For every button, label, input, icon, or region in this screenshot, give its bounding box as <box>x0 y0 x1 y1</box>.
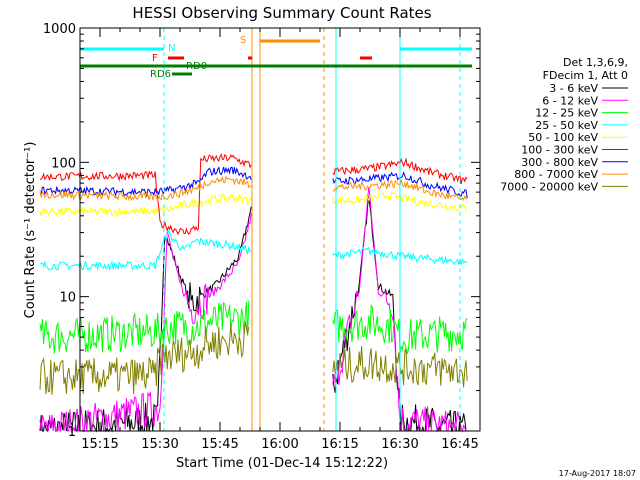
series-3-pre-line <box>39 229 252 271</box>
x-tick-label: 15:15 <box>81 437 118 452</box>
rd6-label: RD6 <box>150 69 171 80</box>
legend-label-8: 7000 - 20000 keV <box>500 180 598 193</box>
y-tick-label: 1000 <box>43 22 76 37</box>
legend-label-2: 12 - 25 keV <box>535 107 598 120</box>
x-tick-label: 16:15 <box>321 437 358 452</box>
flare-label: F <box>152 53 158 64</box>
series-8-pre-line <box>39 321 250 395</box>
y-tick-label: 10 <box>59 291 76 306</box>
legend-label-4: 50 - 100 keV <box>528 131 598 144</box>
chart-title: HESSI Observing Summary Count Rates <box>132 4 431 22</box>
legend-label-6: 300 - 800 keV <box>521 156 598 169</box>
timestamp-label: 17-Aug-2017 18:07 <box>559 469 636 478</box>
y-tick-label: 1 <box>68 425 76 440</box>
series-6-pre-line <box>39 166 252 198</box>
series-2-pre-line <box>39 300 250 354</box>
legend-header-line: Det 1,3,6,9, <box>563 56 628 69</box>
series-7-pre-line <box>39 175 252 202</box>
plot-area: NF RD0 RD6 S <box>39 28 472 433</box>
x-tick-label: 16:30 <box>381 437 418 452</box>
series-5-pre-line <box>39 153 252 236</box>
legend-header-line: FDecim 1, Att 0 <box>543 69 628 82</box>
plot-frame <box>79 27 481 432</box>
series-0-pre-line <box>39 206 252 433</box>
x-tick-label: 16:00 <box>261 437 298 452</box>
legend-label-7: 800 - 7000 keV <box>514 168 598 181</box>
x-tick-label: 15:45 <box>201 437 238 452</box>
x-axis-label: Start Time (01-Dec-14 15:12:22) <box>176 456 388 471</box>
y-tick-label: 100 <box>51 156 76 171</box>
rd0-label: RD0 <box>186 61 207 72</box>
series-1-pre-line <box>39 212 252 432</box>
x-tick-label: 16:45 <box>441 437 478 452</box>
legend-label-0: 3 - 6 keV <box>549 82 598 95</box>
y-axis-label: Count Rate (s⁻¹ detector⁻¹) <box>23 142 38 319</box>
night-label: N <box>168 43 175 54</box>
legend-label-1: 6 - 12 keV <box>542 94 598 107</box>
legend-label-3: 25 - 50 keV <box>535 119 598 132</box>
series-4-pre-line <box>39 193 252 218</box>
saa-label: S <box>240 35 246 46</box>
legend-label-5: 100 - 300 keV <box>521 144 598 157</box>
axes: 1 10 100 1000 15:15 15:30 15:45 16:00 16:15 16:30… <box>43 22 481 452</box>
x-tick-label: 15:30 <box>141 437 178 452</box>
